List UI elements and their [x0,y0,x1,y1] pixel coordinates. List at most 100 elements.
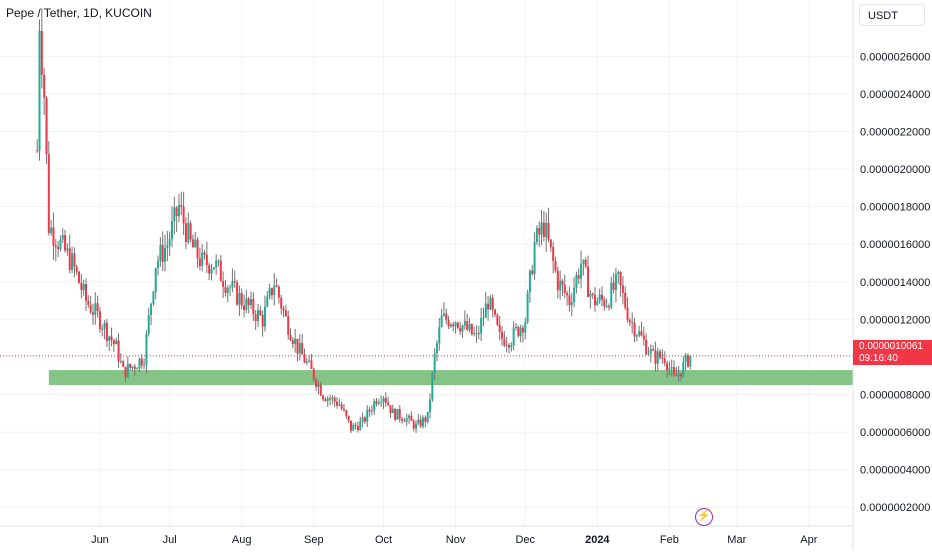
time-tick-label: Sep [304,534,324,546]
candle-up [298,342,301,354]
candle-down [587,266,590,297]
candle-down [675,374,678,377]
candle-down [491,297,494,310]
candle-up [119,361,122,363]
last-price-value: 0.0000010061 [859,341,923,352]
candle-up [575,275,578,288]
candle-up [545,222,548,237]
candle-down [549,239,552,247]
candle-down [205,254,208,266]
candle-down [487,303,490,310]
candle-up [573,287,576,303]
candle-up [115,340,118,345]
candle-up [605,305,608,307]
candle-up [610,282,613,308]
symbol-title[interactable]: Pepe / Tether, 1D, KUCOIN [6,6,152,20]
candle-up [168,239,171,246]
time-tick-label: Aug [232,534,252,546]
candle-down [663,358,666,364]
last-price-label: 0.0000010061 09:16:40 [853,340,932,365]
candle-down [222,281,225,287]
currency-selector[interactable]: USDT [859,4,925,26]
candle-up [461,325,464,332]
candle-up [152,291,155,304]
candle-down [631,322,634,324]
candle-up [473,333,476,335]
candle-up [231,280,234,288]
candle-up [159,244,162,261]
candle-down [356,426,359,431]
candle-down [282,308,285,311]
candle-up [136,368,139,370]
candle-down [401,418,404,421]
candle-down [73,253,76,267]
candle-down [96,303,99,312]
time-tick-label: Jul [163,534,177,546]
candle-down [161,244,164,262]
candle-down [477,332,480,334]
candles-layer [36,8,692,434]
candle-down [410,415,413,421]
price-axis[interactable]: 0.0000002000 0.0000004000 0.0000006000 0.00… [852,0,930,550]
candle-down [642,335,645,340]
candle-up [454,322,457,327]
candle-down [291,340,294,344]
candle-up [682,361,685,377]
candle-up [559,280,562,291]
candle-up [689,355,692,367]
candle-up [540,222,543,235]
candle-down [654,350,657,364]
candle-up [294,338,297,344]
candle-down [591,293,594,295]
candle-up [317,384,320,387]
candle-up [422,417,425,427]
price-tick-label: 0.0000022000 [860,127,930,139]
candle-down [252,299,255,315]
price-tick-label: 0.0000008000 [860,390,930,402]
candle-up [519,327,522,337]
candle-down [566,292,569,296]
lightning-icon[interactable]: ⚡ [695,508,713,526]
candle-up [482,317,485,319]
candle-down [666,363,669,371]
candle-down [64,234,67,251]
candle-up [154,267,157,292]
candle-down [680,373,683,377]
time-tick-label: Jun [91,534,109,546]
time-tick-label: Mar [727,534,746,546]
candle-up [331,397,334,400]
candle-down [603,299,606,307]
candle-up [194,239,197,248]
candle-up [684,355,687,362]
candle-down [112,340,115,345]
candle-up [417,419,420,424]
candle-up [215,260,218,268]
candle-down [556,270,559,291]
candle-down [243,305,246,311]
candle-down [531,270,534,274]
candle-up [108,336,111,341]
candle-down [561,280,564,285]
candle-down [57,247,60,249]
candle-down [459,327,462,332]
candle-down [594,294,597,306]
candle-up [177,204,180,216]
candle-up [61,234,64,240]
candle-down [628,320,631,323]
candle-up [449,324,452,327]
candle-up [166,245,169,249]
time-axis[interactable]: Jun Jul Aug Sep Oct Nov Dec 2024 Feb Mar Apr [0,525,853,546]
candle-up [201,252,204,267]
candle-down [270,288,273,296]
candle-down [403,420,406,422]
candle-down [498,324,501,332]
candle-up [143,365,146,367]
candle-down [554,260,557,271]
candle-down [624,292,627,308]
candle-down [101,329,104,331]
candle-down [140,358,143,366]
candle-up [533,242,536,274]
candle-up [433,353,436,374]
